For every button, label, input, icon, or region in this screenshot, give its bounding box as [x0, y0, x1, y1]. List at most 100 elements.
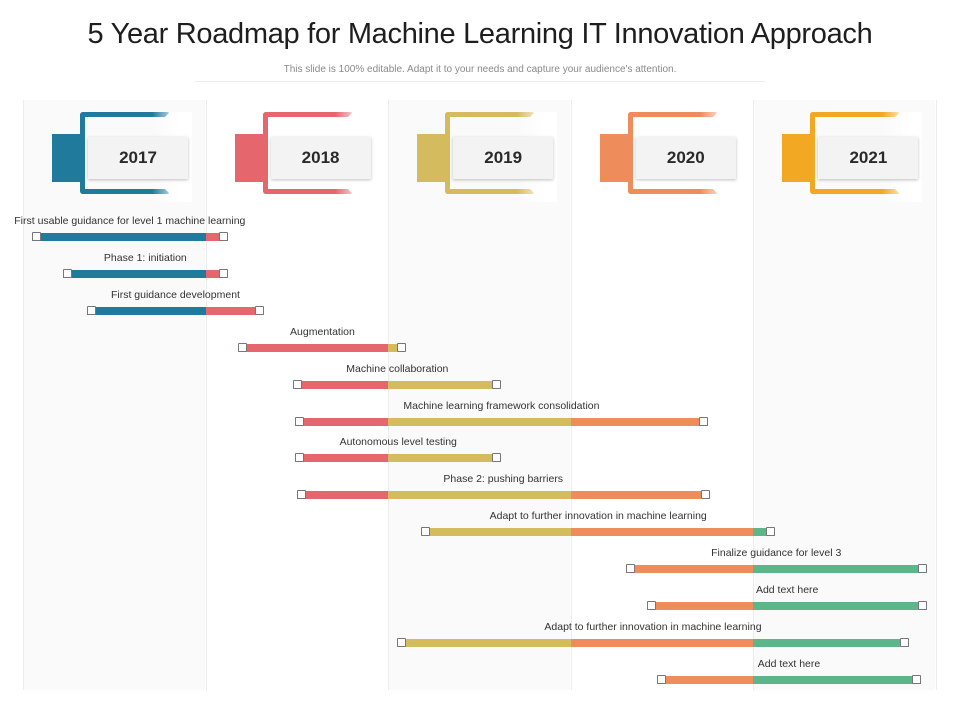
- task-bar-segment: [656, 675, 754, 684]
- task-end-marker: [766, 527, 776, 537]
- task-end-marker: [492, 453, 502, 463]
- year-card-frame: [810, 112, 901, 194]
- task-end-marker: [912, 674, 922, 684]
- task-end-marker: [218, 268, 228, 278]
- task-label: Autonomous level testing: [339, 436, 457, 449]
- year-label: 2019: [453, 137, 554, 179]
- task-bar-segment: [647, 602, 754, 610]
- task-start-marker: [647, 601, 657, 610]
- task-end-marker: [917, 564, 927, 574]
- task-bar-segment: [570, 528, 754, 537]
- year-card: 2018: [234, 112, 375, 202]
- task-bar-segment: [295, 454, 389, 463]
- year-card: 2021: [782, 112, 923, 202]
- task-bar-segment: [753, 565, 927, 574]
- task-start-marker: [295, 416, 305, 426]
- task-start-marker: [238, 342, 248, 352]
- task-start-marker: [32, 232, 42, 241]
- subtitle-divider: [195, 81, 765, 82]
- year-card-tab: [234, 134, 267, 182]
- task-bar-segment: [293, 380, 389, 389]
- task-label: Add text here: [757, 657, 821, 670]
- year-column-divider: [205, 100, 207, 690]
- year-label: 2021: [818, 137, 919, 179]
- task-bar: [63, 268, 228, 278]
- task-end-marker: [397, 342, 407, 352]
- year-card: 2020: [599, 112, 740, 202]
- task-start-marker: [397, 637, 407, 647]
- task-label: Adapt to further innovation in machine l…: [544, 620, 762, 633]
- year-card-frame: [627, 112, 718, 194]
- task-start-marker: [625, 564, 635, 574]
- year-card: 2017: [52, 112, 192, 202]
- task-label: Add text here: [755, 584, 819, 596]
- task-bar-segment: [753, 675, 922, 684]
- task-bar: [86, 305, 265, 315]
- year-card-tab: [599, 134, 632, 182]
- year-column-divider: [388, 100, 390, 690]
- task-label: Machine collaboration: [346, 362, 449, 375]
- task-start-marker: [656, 674, 666, 684]
- task-bar-segment: [388, 417, 571, 426]
- task-label: First usable guidance for level 1 machin…: [14, 215, 246, 227]
- task-bar-segment: [205, 269, 228, 278]
- task-start-marker: [293, 379, 303, 389]
- year-column-divider: [570, 100, 572, 690]
- task-end-marker: [492, 379, 502, 389]
- task-bar: [656, 674, 922, 684]
- task-end-marker: [700, 490, 710, 500]
- task-bar-segment: [570, 491, 710, 500]
- task-bar-segment: [388, 343, 407, 352]
- year-column-divider: [936, 100, 937, 690]
- page-title: 5 Year Roadmap for Machine Learning IT I…: [87, 18, 873, 50]
- task-bar-segment: [753, 528, 776, 537]
- task-bar: [421, 527, 776, 537]
- task-bar-segment: [86, 306, 206, 315]
- year-card-frame: [80, 112, 170, 194]
- task-bar-segment: [388, 380, 502, 389]
- task-end-marker: [899, 637, 909, 647]
- task-bar-segment: [205, 306, 265, 315]
- year-card-tab: [52, 134, 84, 182]
- task-bar-segment: [753, 638, 909, 647]
- task-end-marker: [255, 305, 265, 315]
- task-bar-segment: [625, 565, 754, 574]
- task-bar-segment: [421, 528, 571, 537]
- task-bar: [293, 379, 502, 389]
- year-label: 2017: [88, 137, 188, 179]
- task-label: Adapt to further innovation in machine l…: [489, 510, 707, 523]
- task-end-marker: [917, 601, 927, 610]
- task-bar: [625, 564, 927, 574]
- task-bar-segment: [570, 417, 708, 426]
- task-bar-segment: [570, 638, 754, 647]
- task-bar: [238, 342, 407, 352]
- task-bar-segment: [753, 602, 927, 610]
- task-bar-segment: [32, 233, 206, 241]
- task-bar: [295, 416, 708, 426]
- year-card-tab: [782, 134, 815, 182]
- task-bar-segment: [388, 454, 502, 463]
- year-card-frame: [445, 112, 536, 194]
- year-label: 2020: [635, 137, 736, 179]
- year-column-divider: [753, 100, 755, 690]
- year-card-frame: [262, 112, 353, 194]
- task-start-marker: [421, 527, 431, 537]
- task-bar-segment: [238, 343, 389, 352]
- task-bar-segment: [397, 638, 571, 647]
- task-bar: [296, 490, 710, 500]
- task-bar-segment: [63, 269, 206, 278]
- task-label: Finalize guidance for level 3: [711, 547, 842, 560]
- task-bar: [32, 232, 228, 241]
- task-bar: [397, 637, 909, 647]
- task-label: Phase 2: pushing barriers: [443, 473, 564, 486]
- task-start-marker: [295, 453, 305, 463]
- year-column-divider: [23, 100, 24, 690]
- task-bar-segment: [388, 491, 571, 500]
- task-label: Machine learning framework consolidation: [403, 399, 600, 412]
- task-end-marker: [698, 416, 708, 426]
- task-bar-segment: [295, 417, 389, 426]
- task-end-marker: [218, 232, 228, 241]
- task-start-marker: [63, 268, 73, 278]
- task-bar: [295, 453, 502, 463]
- year-card-tab: [417, 134, 450, 182]
